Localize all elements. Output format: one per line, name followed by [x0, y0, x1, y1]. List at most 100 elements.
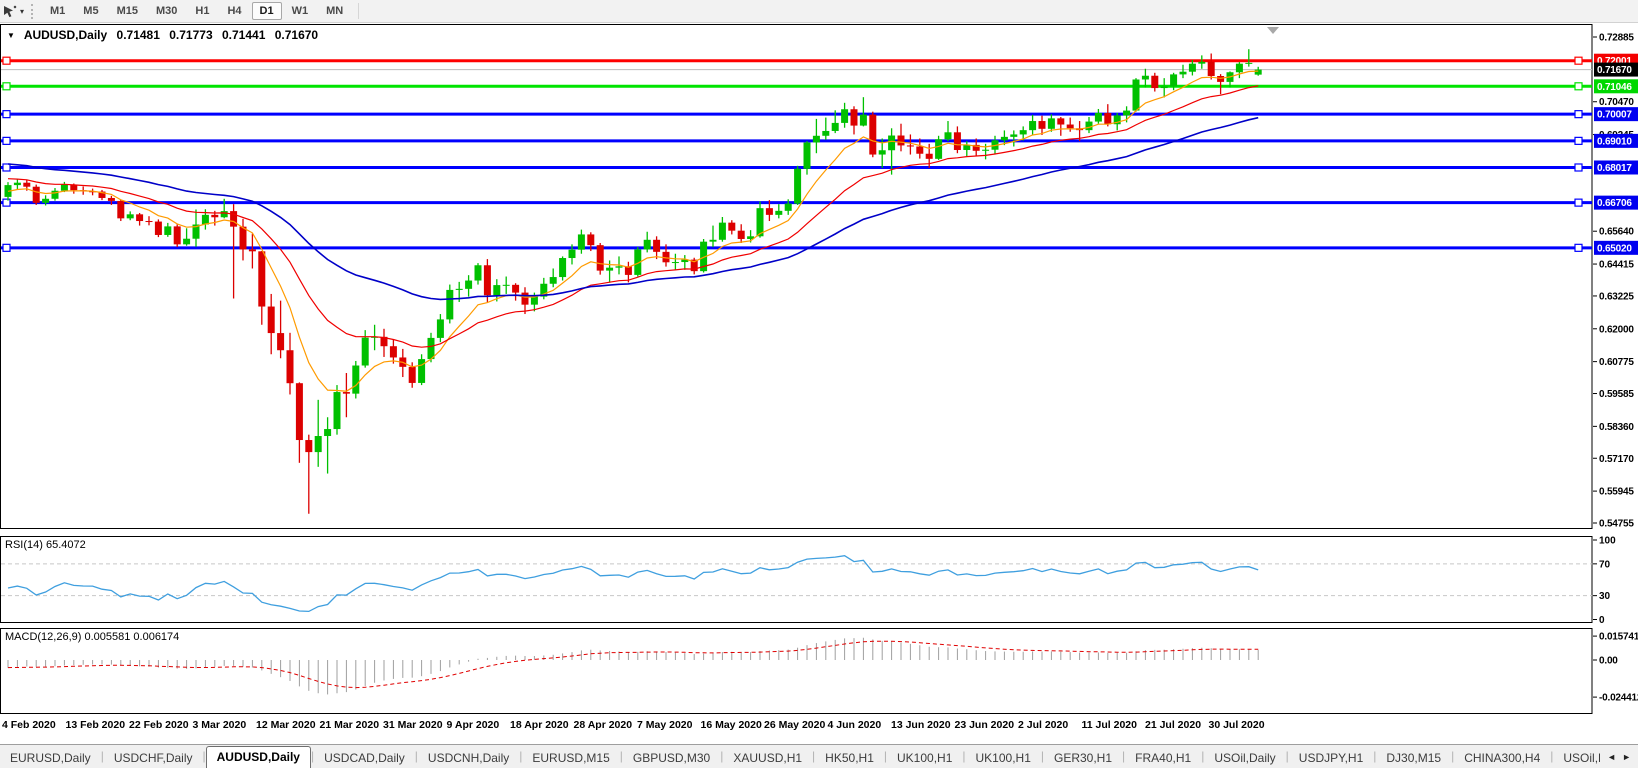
svg-text:31 Mar 2020: 31 Mar 2020	[383, 719, 443, 731]
svg-text:28 Apr 2020: 28 Apr 2020	[574, 719, 633, 731]
timeframe-button-h4[interactable]: H4	[219, 2, 249, 20]
timeframe-button-m1[interactable]: M1	[42, 2, 73, 20]
timeframe-toolbar: ▾ M1 M5 M15 M30 H1 H4 D1 W1 MN	[0, 0, 1638, 23]
svg-text:21 Mar 2020: 21 Mar 2020	[320, 719, 380, 731]
chart-tab[interactable]: XAUUSD,H1	[733, 751, 803, 765]
chart-menu-icon[interactable]: ▼	[7, 31, 15, 40]
svg-text:70: 70	[1599, 559, 1611, 570]
svg-text:0.015741: 0.015741	[1599, 632, 1638, 643]
svg-text:7 May 2020: 7 May 2020	[637, 719, 693, 731]
timeframe-button-m5[interactable]: M5	[75, 2, 106, 20]
rsi-line	[7, 555, 1259, 613]
tab-divider: |	[414, 749, 418, 763]
svg-text:100: 100	[1599, 536, 1616, 547]
tab-divider: |	[1040, 749, 1044, 763]
chart-high-value: 0.71773	[169, 28, 213, 42]
svg-text:0.64415: 0.64415	[1599, 260, 1634, 271]
svg-text:13 Jun 2020: 13 Jun 2020	[891, 719, 951, 731]
chevron-down-icon[interactable]: ▾	[20, 6, 25, 16]
svg-text:0.55945: 0.55945	[1599, 487, 1634, 498]
chart-tab[interactable]: HK50,H1	[825, 751, 874, 765]
svg-text:23 Jun 2020: 23 Jun 2020	[955, 719, 1015, 731]
chart-low-value: 0.71441	[221, 28, 266, 42]
tab-divider: |	[1373, 749, 1377, 763]
tab-divider: |	[962, 749, 966, 763]
svg-text:0.72001: 0.72001	[1597, 56, 1632, 67]
chart-tab[interactable]: UK100,H1	[975, 751, 1031, 765]
svg-text:30 Jul 2020: 30 Jul 2020	[1209, 719, 1265, 731]
tab-divider: |	[1451, 749, 1455, 763]
svg-text:0.00: 0.00	[1599, 656, 1618, 667]
tab-divider: |	[1122, 749, 1126, 763]
timeframe-button-mn[interactable]: MN	[318, 2, 351, 20]
macd-indicator-label: MACD(12,26,9) 0.005581 0.006174	[5, 631, 180, 643]
svg-text:3 Mar 2020: 3 Mar 2020	[193, 719, 247, 731]
svg-text:4 Feb 2020: 4 Feb 2020	[2, 719, 56, 731]
timeframe-button-h1[interactable]: H1	[187, 2, 217, 20]
chart-tab[interactable]: FRA40,H1	[1135, 751, 1192, 765]
rsi-indicator-label: RSI(14) 65.4072	[5, 539, 86, 551]
chart-tab[interactable]: EURUSD,M15	[532, 751, 610, 765]
svg-text:0.57170: 0.57170	[1599, 454, 1634, 465]
chart-tab[interactable]: DJ30,M15	[1386, 751, 1442, 765]
chart-tab[interactable]: CHINA300,H4	[1464, 751, 1541, 765]
chart-tab[interactable]: GBPUSD,M30	[632, 751, 711, 765]
timeframe-button-m15[interactable]: M15	[109, 2, 146, 20]
chart-tab[interactable]: USDJPY,H1	[1298, 751, 1364, 765]
chart-tab[interactable]: USOil,Daily	[1214, 751, 1276, 765]
chart-tab-bar: EURUSD,Daily | USDCHF,Daily | AUDUSD,Daily | U…	[0, 744, 1638, 768]
tab-scroll-left-icon[interactable]: ◄	[1607, 751, 1617, 762]
tab-divider: |	[310, 749, 315, 763]
svg-text:2 Jul 2020: 2 Jul 2020	[1018, 719, 1068, 731]
timeframe-button-d1[interactable]: D1	[251, 2, 282, 20]
candlesticks	[4, 49, 1262, 514]
chart-symbol-label: AUDUSD,Daily	[23, 28, 108, 42]
svg-text:0.65640: 0.65640	[1599, 227, 1634, 238]
panel-frames	[0, 24, 1593, 714]
chart-shift[interactable]	[1267, 27, 1279, 34]
cursor-arrow-icon	[4, 5, 17, 17]
svg-text:0.70470: 0.70470	[1599, 97, 1634, 108]
chart-tab-active[interactable]: AUDUSD,Daily	[205, 746, 311, 768]
time-axis: 4 Feb 2020 13 Feb 2020 22 Feb 2020 3 Mar 20…	[2, 719, 1265, 731]
tab-divider: |	[619, 749, 623, 763]
svg-text:0.54755: 0.54755	[1599, 519, 1634, 530]
tab-divider: |	[202, 749, 206, 763]
chart-tab[interactable]: EURUSD,Daily	[10, 751, 91, 765]
chart-tab[interactable]: GER30,H1	[1054, 751, 1113, 765]
macd-signal-line	[7, 640, 1259, 689]
svg-text:30: 30	[1599, 591, 1611, 602]
pointer-tool-icon[interactable]: ▾	[2, 4, 24, 19]
svg-text:9 Apr 2020: 9 Apr 2020	[447, 719, 500, 731]
svg-text:-0.024412: -0.024412	[1599, 693, 1638, 704]
svg-text:0.71046: 0.71046	[1597, 82, 1632, 93]
svg-text:0.58360: 0.58360	[1599, 422, 1634, 433]
svg-text:0.62000: 0.62000	[1599, 324, 1634, 335]
tab-divider: |	[1201, 749, 1205, 763]
svg-text:0.70007: 0.70007	[1597, 110, 1632, 121]
chart-tab[interactable]: UK100,H1	[897, 751, 953, 765]
svg-text:21 Jul 2020: 21 Jul 2020	[1145, 719, 1201, 731]
svg-text:0.59585: 0.59585	[1599, 389, 1634, 400]
chart-tab[interactable]: USDCNH,Daily	[427, 751, 510, 765]
toolbar-grip[interactable]	[31, 3, 34, 19]
chart-canvas[interactable]: 0.728850.704700.692450.656400.644150.632…	[0, 0, 1638, 746]
svg-text:16 May 2020: 16 May 2020	[701, 719, 762, 731]
chart-tab[interactable]: USDCHF,Daily	[113, 751, 193, 765]
svg-text:0.72885: 0.72885	[1599, 33, 1634, 44]
svg-text:26 May 2020: 26 May 2020	[764, 719, 825, 731]
chart-tab[interactable]: USDCAD,Daily	[324, 751, 405, 765]
chart-open-value: 0.71481	[116, 28, 160, 42]
tab-scroll-right-icon[interactable]: ►	[1622, 751, 1631, 762]
svg-text:0: 0	[1599, 615, 1605, 626]
toolbar-separator	[358, 3, 360, 19]
timeframe-button-m30[interactable]: M30	[148, 2, 185, 20]
svg-text:18 Apr 2020: 18 Apr 2020	[510, 719, 569, 731]
svg-text:11 Jul 2020: 11 Jul 2020	[1082, 719, 1138, 731]
timeframe-button-w1[interactable]: W1	[284, 2, 317, 20]
tab-divider: |	[812, 749, 816, 763]
tab-scroll-arrows: ◄ ►	[1600, 745, 1638, 768]
svg-text:22 Feb 2020: 22 Feb 2020	[129, 719, 189, 731]
svg-text:4 Jun 2020: 4 Jun 2020	[828, 719, 882, 731]
